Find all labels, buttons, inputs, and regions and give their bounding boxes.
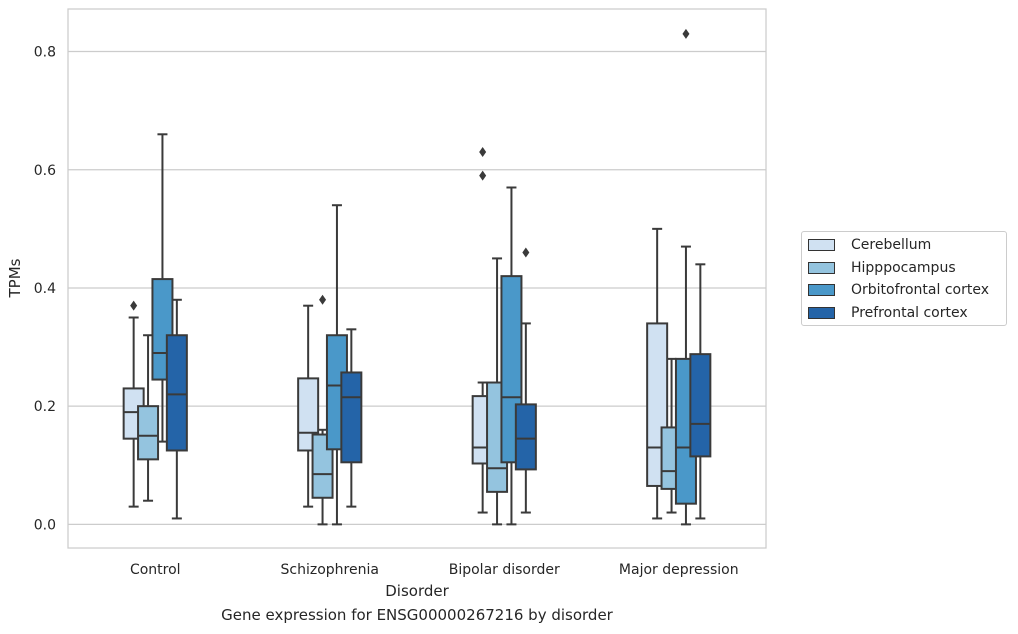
chart-caption: Gene expression for ENSG00000267216 by d… xyxy=(221,606,613,624)
iqr-box xyxy=(514,403,537,471)
x-axis-label: Disorder xyxy=(385,582,449,600)
outlier-point xyxy=(522,247,530,258)
iqr-box xyxy=(340,371,363,464)
box-hipppocampus xyxy=(311,294,334,526)
legend-item-prefrontal-cortex: Prefrontal cortex xyxy=(808,303,968,323)
box-prefrontal-cortex xyxy=(165,298,188,520)
box-prefrontal-cortex xyxy=(514,247,537,514)
y-axis-label: TPMs xyxy=(6,258,24,298)
y-tick-label: 0.0 xyxy=(34,517,56,533)
outlier-point xyxy=(479,147,487,158)
box-cerebellum xyxy=(122,300,145,508)
y-tick-label: 0.8 xyxy=(34,45,56,61)
legend-label-cerebellum: Cerebellum xyxy=(851,237,932,253)
box-series-layer xyxy=(122,28,712,526)
y-tick-label: 0.6 xyxy=(34,163,56,179)
iqr-box xyxy=(137,405,160,461)
box-prefrontal-cortex xyxy=(340,328,363,508)
axis-ticks: 0.0 0.2 0.4 0.6 0.8 Control Schizophrenia Bipol… xyxy=(34,45,739,578)
legend-swatch-orbitofrontal-cortex xyxy=(808,284,835,296)
box-prefrontal-cortex xyxy=(689,263,712,520)
legend-item-cerebellum: Cerebellum xyxy=(808,235,931,255)
iqr-box xyxy=(689,353,712,458)
plot-area-frame xyxy=(67,8,767,549)
outlier-point xyxy=(130,300,138,311)
iqr-box xyxy=(311,433,334,499)
outlier-point xyxy=(479,170,487,181)
box-cerebellum xyxy=(297,304,320,508)
x-tick-label: Major depression xyxy=(619,562,739,578)
legend-item-hippocampus: Hipppocampus xyxy=(808,258,956,278)
outlier-point xyxy=(682,28,690,39)
x-tick-label: Bipolar disorder xyxy=(449,562,560,578)
chart-legend: Cerebellum Hipppocampus Orbitofrontal co… xyxy=(801,231,1007,326)
legend-swatch-hippocampus xyxy=(808,262,835,274)
legend-label-prefrontal-cortex: Prefrontal cortex xyxy=(851,305,968,321)
legend-swatch-cerebellum xyxy=(808,239,835,251)
legend-item-orbitofrontal-cortex: Orbitofrontal cortex xyxy=(808,280,989,300)
x-tick-label: Schizophrenia xyxy=(281,562,379,578)
legend-label-hippocampus: Hipppocampus xyxy=(851,260,956,276)
x-tick-label: Control xyxy=(130,562,181,578)
iqr-box xyxy=(165,334,188,452)
outlier-point xyxy=(319,294,327,305)
y-tick-label: 0.4 xyxy=(34,281,56,297)
legend-label-orbitofrontal-cortex: Orbitofrontal cortex xyxy=(851,282,989,298)
box-hipppocampus xyxy=(137,334,160,502)
y-tick-label: 0.2 xyxy=(34,399,56,415)
legend-swatch-prefrontal-cortex xyxy=(808,307,835,319)
